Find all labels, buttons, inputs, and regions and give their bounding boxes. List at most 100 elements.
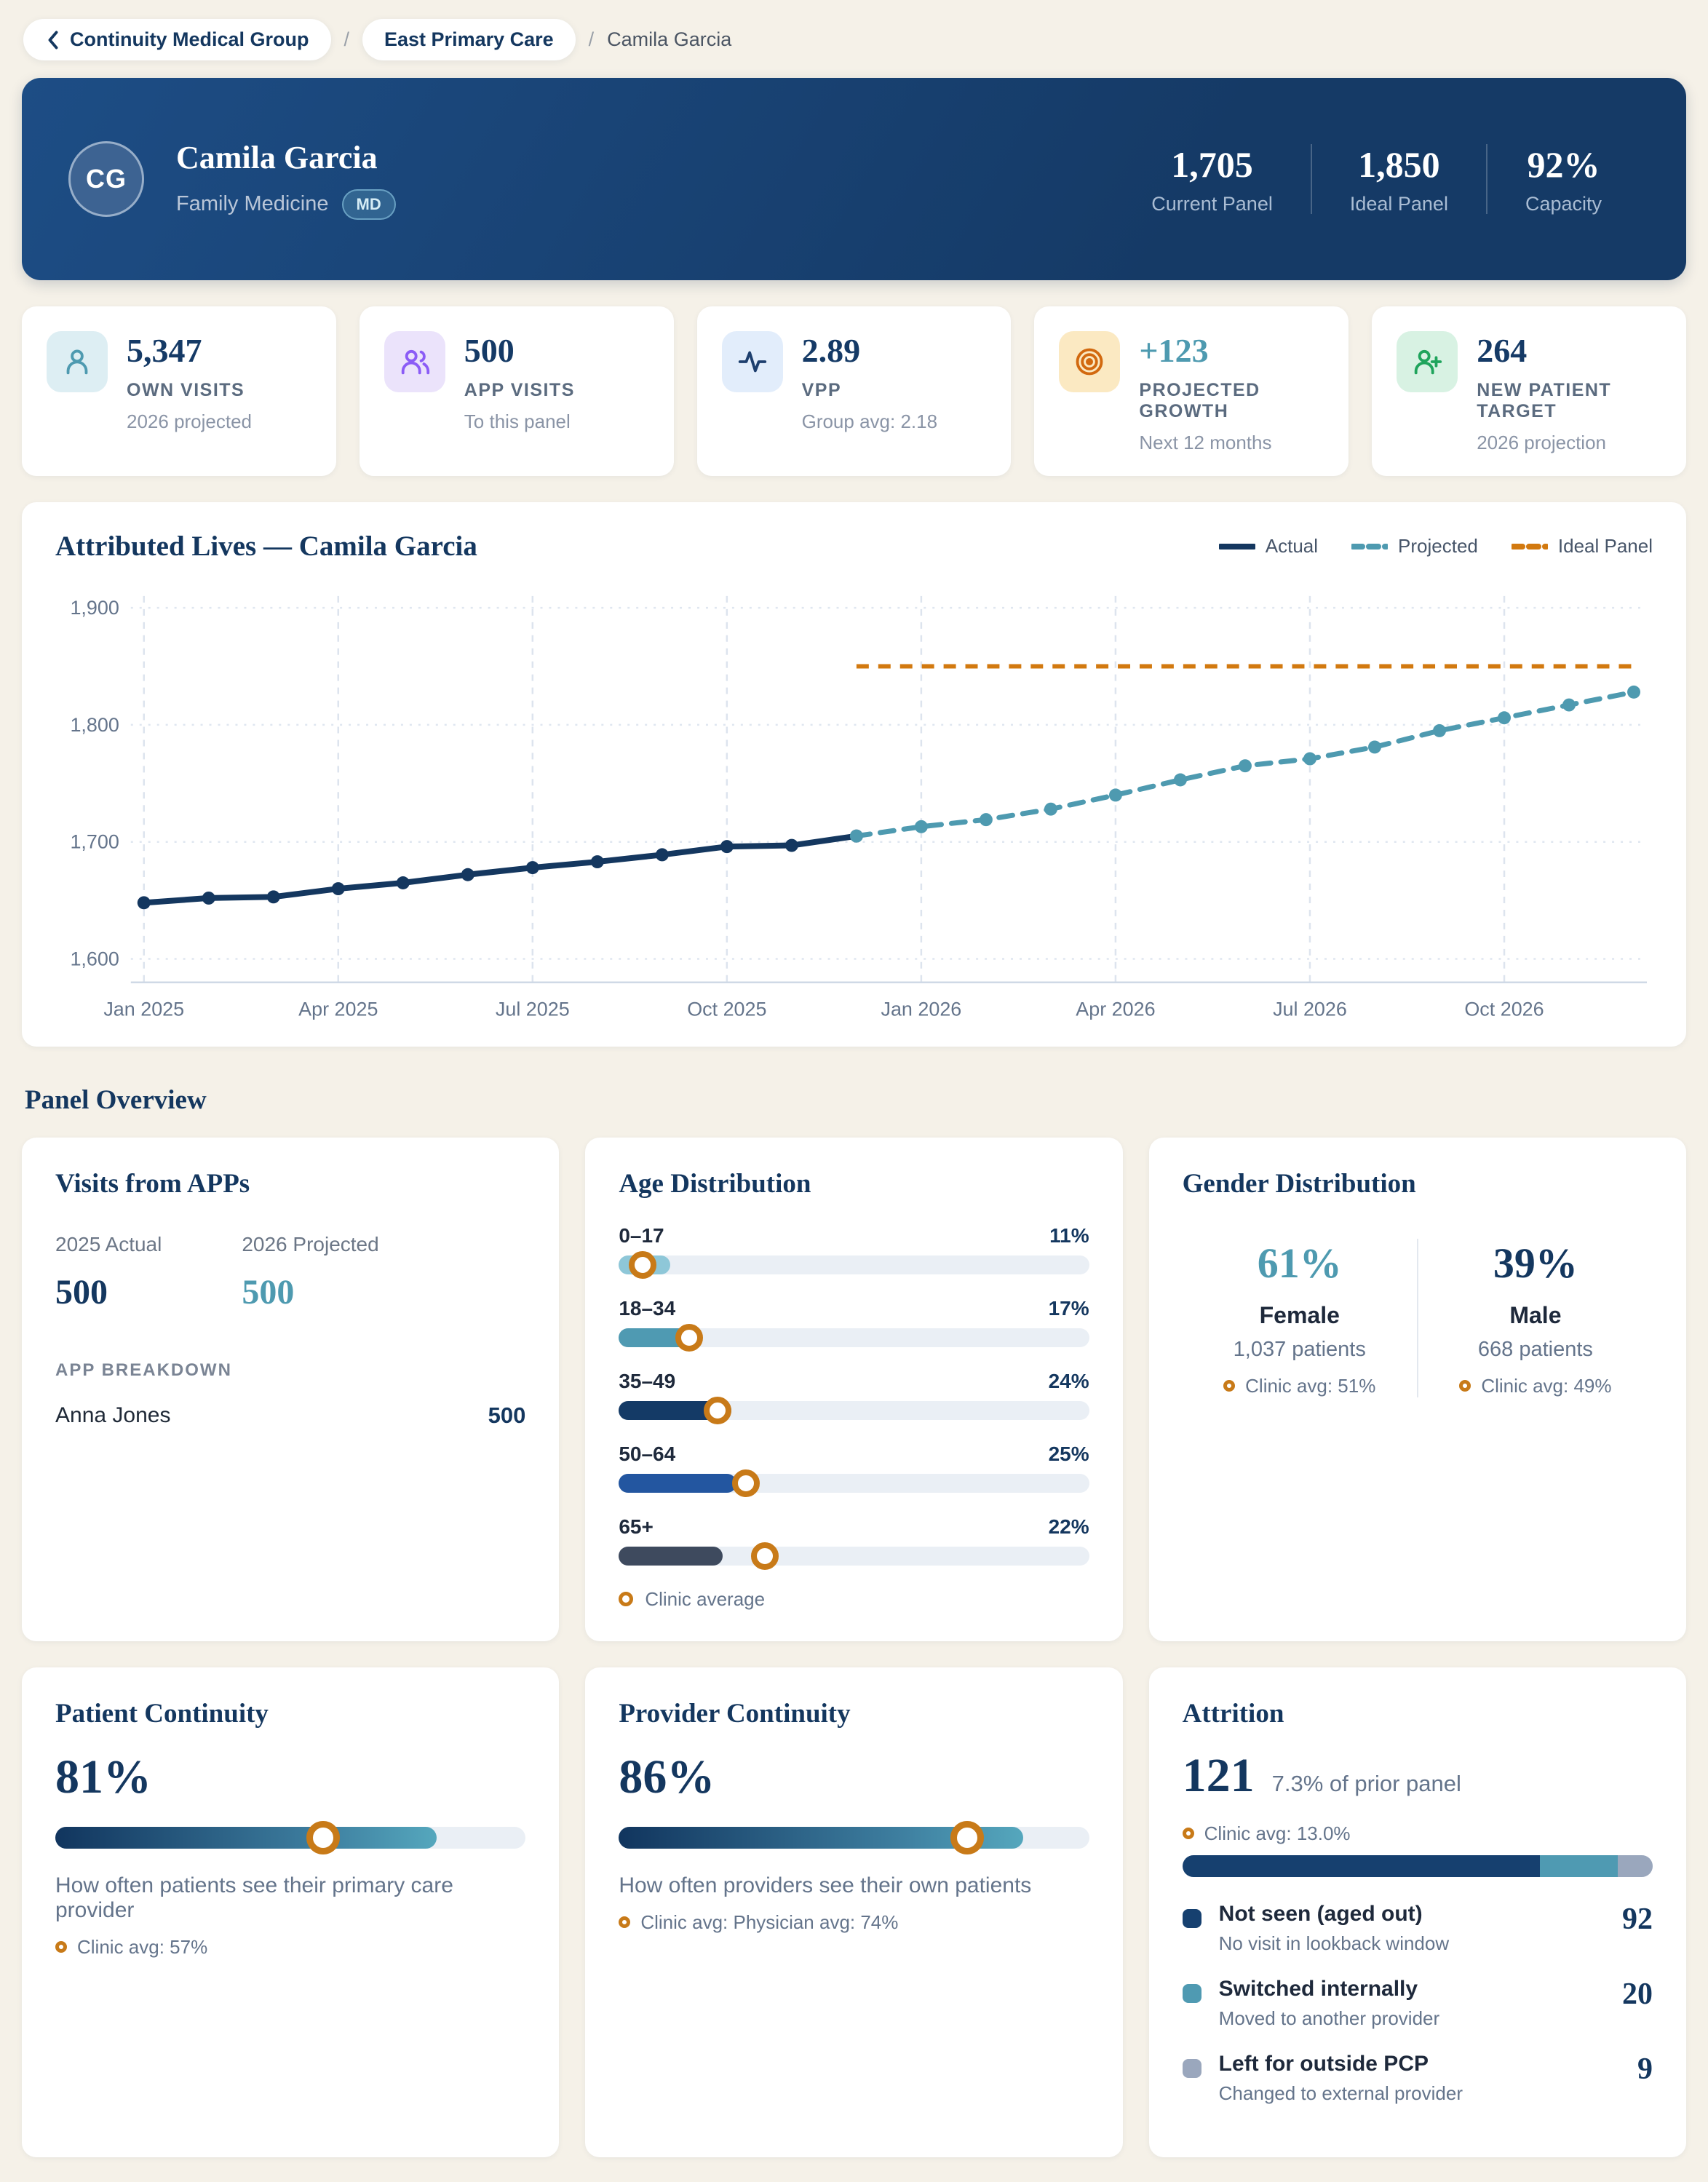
legend-swatch <box>1218 543 1255 550</box>
clinic-average-marker-icon <box>1223 1380 1236 1392</box>
patient-continuity-bar <box>55 1820 526 1854</box>
clinic-avg-label: Clinic avg: 57% <box>77 1935 208 1958</box>
male-clinic-avg-label: Clinic avg: 49% <box>1481 1374 1612 1397</box>
svg-text:Apr 2025: Apr 2025 <box>298 999 378 1020</box>
kpi-value: 2.89 <box>801 332 861 369</box>
age-bar-track <box>619 1396 1089 1424</box>
kpi-label: APP VISITS <box>464 380 575 400</box>
divider <box>1416 1238 1418 1397</box>
visits-from-apps-card: Visits from APPs 2025 Actual 500 2026 Pr… <box>22 1137 560 1641</box>
legend-item-actual[interactable]: Actual <box>1218 535 1319 558</box>
female-label: Female <box>1259 1301 1340 1328</box>
attrition-items: Not seen (aged out) No visit in lookback… <box>1182 1902 1653 2105</box>
card-title: Gender Distribution <box>1182 1168 1416 1199</box>
clinic-average-marker <box>704 1396 732 1424</box>
female-pct: 61% <box>1257 1239 1342 1287</box>
header-stats: 1,705 Current Panel 1,850 Ideal Panel 92% Cap… <box>1113 143 1640 215</box>
header-stat-value: 1,705 <box>1171 143 1253 185</box>
male-patients: 668 patients <box>1477 1337 1593 1361</box>
legend-item-ideal-panel[interactable]: Ideal Panel <box>1511 535 1653 558</box>
age-band-pct: 24% <box>1048 1369 1089 1392</box>
age-row: 0–17 11% <box>619 1223 1089 1279</box>
svg-text:Jan 2025: Jan 2025 <box>103 999 184 1020</box>
provider-continuity-clinic-avg: Clinic avg: Physician avg: 74% <box>619 1911 1089 1934</box>
age-row: 65+ 22% <box>619 1515 1089 1570</box>
age-bar-track <box>619 1250 1089 1279</box>
clinic-average-marker-icon <box>619 1592 634 1607</box>
attrition-item: Not seen (aged out) No visit in lookback… <box>1182 1902 1653 1955</box>
breadcrumb-current: Camila Garcia <box>607 28 732 50</box>
legend-swatch <box>1511 543 1548 550</box>
age-row: 35–49 24% <box>619 1369 1089 1424</box>
header-stat: 1,850 Ideal Panel <box>1312 143 1486 215</box>
kpi-texts: 264 NEW PATIENT TARGET 2026 projection <box>1477 331 1661 454</box>
kpi-label: VPP <box>801 380 842 400</box>
attrition-item-swatch <box>1182 2058 1201 2078</box>
legend-label: Projected <box>1398 535 1478 557</box>
kpi-sub: 2026 projected <box>127 410 253 432</box>
attributed-lives-chart: 1,600 1,700 1,800 1,900 Jan 2025 Apr 2025 Jul … <box>55 574 1653 1025</box>
svg-text:Apr 2026: Apr 2026 <box>1076 999 1155 1020</box>
card-title: Attrition <box>1182 1698 1284 1729</box>
legend-item-projected[interactable]: Projected <box>1351 535 1478 558</box>
age-bar-fill <box>619 1546 723 1566</box>
attrition-item-desc: Moved to another provider <box>1218 2007 1440 2029</box>
age-bar-fill <box>619 1473 736 1493</box>
attrition-clinic-avg: Clinic avg: 13.0% <box>1182 1822 1653 1845</box>
breadcrumb-separator: / <box>588 28 595 50</box>
bar-fill <box>55 1826 437 1849</box>
attrition-item: Left for outside PCP Changed to external… <box>1182 2052 1653 2105</box>
female-patients: 1,037 patients <box>1233 1337 1366 1361</box>
svg-text:Jul 2026: Jul 2026 <box>1273 999 1347 1020</box>
svg-text:Oct 2026: Oct 2026 <box>1464 999 1544 1020</box>
male-label: Male <box>1509 1301 1562 1328</box>
kpi-texts: 5,347 OWN VISITS 2026 projected <box>127 331 252 454</box>
attrition-item-texts: Left for outside PCP Changed to external… <box>1219 2052 1463 2105</box>
legend-label: Actual <box>1265 535 1319 557</box>
kpi-card: 5,347 OWN VISITS 2026 projected <box>22 306 336 476</box>
attrition-item-texts: Not seen (aged out) No visit in lookback… <box>1219 1902 1449 1955</box>
card-title: Visits from APPs <box>55 1168 250 1199</box>
age-band-label: 0–17 <box>619 1223 664 1247</box>
provider-name: Camila Garcia <box>176 139 378 175</box>
age-row: 50–64 25% <box>619 1442 1089 1497</box>
visits-projected-value: 500 <box>242 1272 295 1312</box>
kpi-card: 500 APP VISITS To this panel <box>359 306 674 476</box>
section-title: Panel Overview <box>25 1084 207 1115</box>
attrition-bar-segment <box>1540 1854 1618 1877</box>
attributed-lives-card: Attributed Lives — Camila Garcia Actual P… <box>22 502 1686 1047</box>
kpi-card: 2.89 VPP Group avg: 2.18 <box>696 306 1012 476</box>
kpi-sub: To this panel <box>464 410 571 432</box>
users-icon <box>384 331 445 392</box>
breadcrumb-back-button[interactable]: Continuity Medical Group <box>23 19 331 60</box>
breadcrumb-clinic-button[interactable]: East Primary Care <box>362 19 576 60</box>
card-title: Provider Continuity <box>619 1698 851 1729</box>
breadcrumb: Continuity Medical Group / East Primary … <box>22 16 1686 65</box>
svg-text:Jan 2026: Jan 2026 <box>881 999 962 1020</box>
age-bar-track <box>619 1323 1089 1352</box>
legend-label: Ideal Panel <box>1557 535 1653 557</box>
chevron-left-icon <box>45 29 61 51</box>
avatar: CG <box>68 141 144 217</box>
header-stat-value: 92% <box>1527 143 1600 185</box>
breadcrumb-clinic-label: East Primary Care <box>384 28 554 50</box>
age-band-label: 18–34 <box>619 1296 676 1320</box>
visits-projected-col: 2026 Projected 500 <box>242 1233 378 1312</box>
attrition-item-swatch <box>1182 1983 1201 2003</box>
clinic-average-marker <box>675 1323 704 1352</box>
age-band-label: 50–64 <box>619 1442 676 1465</box>
age-rows: 0–17 11% 18–34 17% 35–49 24% 50–64 25% 65+ 22… <box>619 1223 1089 1570</box>
clinic-avg-label: Clinic avg: Physician avg: 74% <box>640 1911 899 1933</box>
age-bar-track <box>619 1542 1089 1570</box>
visits-projected-label: 2026 Projected <box>242 1232 379 1255</box>
svg-text:Oct 2025: Oct 2025 <box>687 999 766 1020</box>
kpi-label: NEW PATIENT TARGET <box>1477 380 1612 421</box>
attrition-bar-segment <box>1617 1854 1653 1877</box>
attrition-item-swatch <box>1182 1908 1201 1928</box>
age-bar-track <box>619 1469 1089 1497</box>
age-band-pct: 17% <box>1048 1296 1089 1320</box>
patient-continuity-pct: 81% <box>55 1750 151 1804</box>
patient-continuity-card: Patient Continuity 81% How often patient… <box>22 1667 560 2157</box>
provider-continuity-pct: 86% <box>619 1750 715 1804</box>
male-clinic-avg: Clinic avg: 49% <box>1418 1375 1653 1397</box>
